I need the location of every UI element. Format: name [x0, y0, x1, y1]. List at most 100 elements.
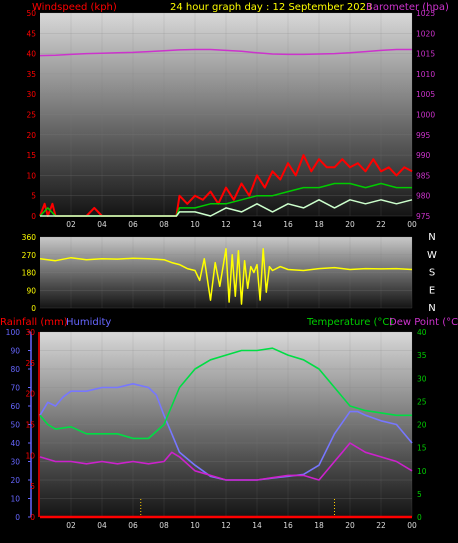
x-tick-label: 08: [159, 220, 169, 229]
x-tick-label: 02: [66, 521, 76, 530]
y-right-tick-label: 990: [416, 151, 431, 160]
y-tick-label: 180: [22, 269, 37, 278]
chart-title: 24 hour graph day : 12 September 2023: [170, 2, 372, 13]
rain-tick-label: 5: [30, 482, 35, 491]
temp-tick-label: 5: [417, 490, 422, 499]
x-tick-label: 04: [97, 521, 107, 530]
humidity-tick-label: 70: [10, 384, 20, 393]
x-tick-label: 12: [221, 521, 231, 530]
y-tick-label: 10: [26, 171, 36, 180]
y-tick-label: 5: [31, 192, 36, 201]
temp-tick-label: 40: [417, 328, 427, 337]
x-tick-label: 10: [190, 220, 200, 229]
y-tick-label: 35: [26, 70, 36, 79]
y-right-tick-label: 1005: [416, 90, 435, 99]
humidity-tick-label: 30: [10, 458, 20, 467]
y-right-tick-label: 1015: [416, 50, 435, 59]
x-tick-label: 12: [221, 220, 231, 229]
rainfall-label: Rainfall (mm): [0, 317, 68, 328]
x-tick-label: 10: [190, 521, 200, 530]
y-tick-label: 20: [26, 131, 36, 140]
y-right-tick-label: 1000: [416, 111, 435, 120]
series-temperature: [39, 347, 412, 440]
y-tick-label: 40: [26, 50, 36, 59]
humidity-tick-label: 0: [15, 513, 20, 522]
y-tick-label: 360: [22, 233, 37, 242]
temp-tick-label: 0: [417, 513, 422, 522]
y-right-tick-label: 985: [416, 171, 431, 180]
y-right-tick-label: 1020: [416, 29, 435, 38]
barometer-label: Barometer (hpa): [366, 2, 449, 13]
series-dew-point: [39, 442, 413, 481]
x-tick-label: 20: [345, 220, 355, 229]
x-tick-label: 18: [314, 521, 324, 530]
x-tick-label: 16: [283, 220, 293, 229]
y-right-tick-label: 980: [416, 192, 431, 201]
x-tick-label: 04: [97, 220, 107, 229]
rain-tick-label: 15: [25, 421, 35, 430]
y-tick-label: 30: [26, 90, 36, 99]
y-tick-label: 0: [31, 212, 36, 221]
temp-tick-label: 10: [417, 467, 427, 476]
windspeed-label: Windspeed (kph): [32, 2, 117, 13]
humidity-tick-label: 10: [10, 495, 20, 504]
x-tick-label: 18: [314, 220, 324, 229]
y-right-tick-label: 995: [416, 131, 431, 140]
x-tick-label: 14: [252, 521, 262, 530]
series-direction: [39, 248, 413, 305]
x-tick-label: 16: [283, 521, 293, 530]
humidity-tick-label: 100: [6, 328, 21, 337]
y-tick-label: 15: [26, 151, 36, 160]
y-tick-label: 270: [22, 251, 37, 260]
x-tick-label: 08: [159, 521, 169, 530]
rain-tick-label: 25: [25, 359, 35, 368]
y-right-tick-label: 975: [416, 212, 431, 221]
temperature-humidity-panel: 0102030405060708090100051015202530051015…: [6, 328, 427, 530]
y-tick-label: 25: [26, 111, 36, 120]
x-tick-label: 20: [345, 521, 355, 530]
humidity-tick-label: 90: [10, 347, 20, 356]
compass-label: N: [428, 303, 435, 314]
rain-tick-label: 30: [25, 328, 35, 337]
y-tick-label: 45: [26, 29, 36, 38]
dewpoint-label: Dew Point (°C): [389, 317, 458, 328]
compass-label: S: [429, 268, 435, 279]
compass-label: W: [427, 250, 437, 261]
y-tick-label: 0: [31, 304, 36, 313]
y-tick-label: 50: [26, 9, 36, 18]
humidity-tick-label: 60: [10, 402, 20, 411]
humidity-tick-label: 20: [10, 476, 20, 485]
y-tick-label: 90: [26, 286, 36, 295]
humidity-tick-label: 80: [10, 365, 20, 374]
rain-tick-label: 0: [30, 513, 35, 522]
compass-label: E: [429, 285, 435, 296]
temp-tick-label: 25: [417, 397, 427, 406]
x-tick-label: 06: [128, 220, 138, 229]
wind-barometer-panel: 0510152025303540455097598098599099510001…: [26, 9, 435, 229]
x-tick-label: 22: [376, 521, 386, 530]
x-tick-label: 06: [128, 521, 138, 530]
x-tick-label: 02: [66, 220, 76, 229]
x-tick-label: 00: [407, 220, 417, 229]
humidity-tick-label: 40: [10, 439, 20, 448]
temp-tick-label: 30: [417, 374, 427, 383]
y-right-tick-label: 1010: [416, 70, 435, 79]
humidity-label: Humidity: [66, 317, 111, 328]
temp-tick-label: 35: [417, 351, 427, 360]
rain-tick-label: 10: [25, 451, 35, 460]
series-barometer: [39, 48, 412, 57]
compass-label: N: [428, 232, 435, 243]
x-tick-label: 14: [252, 220, 262, 229]
temperature-label: Temperature (°C): [306, 317, 393, 328]
humidity-tick-label: 50: [10, 421, 20, 430]
x-tick-label: 22: [376, 220, 386, 229]
series-low: [40, 199, 413, 217]
y-right-tick-label: 1025: [416, 9, 435, 18]
temp-tick-label: 15: [417, 444, 427, 453]
temp-tick-label: 20: [417, 421, 427, 430]
series-humidity: [39, 383, 413, 481]
x-tick-label: 00: [407, 521, 417, 530]
rain-tick-label: 20: [25, 390, 35, 399]
